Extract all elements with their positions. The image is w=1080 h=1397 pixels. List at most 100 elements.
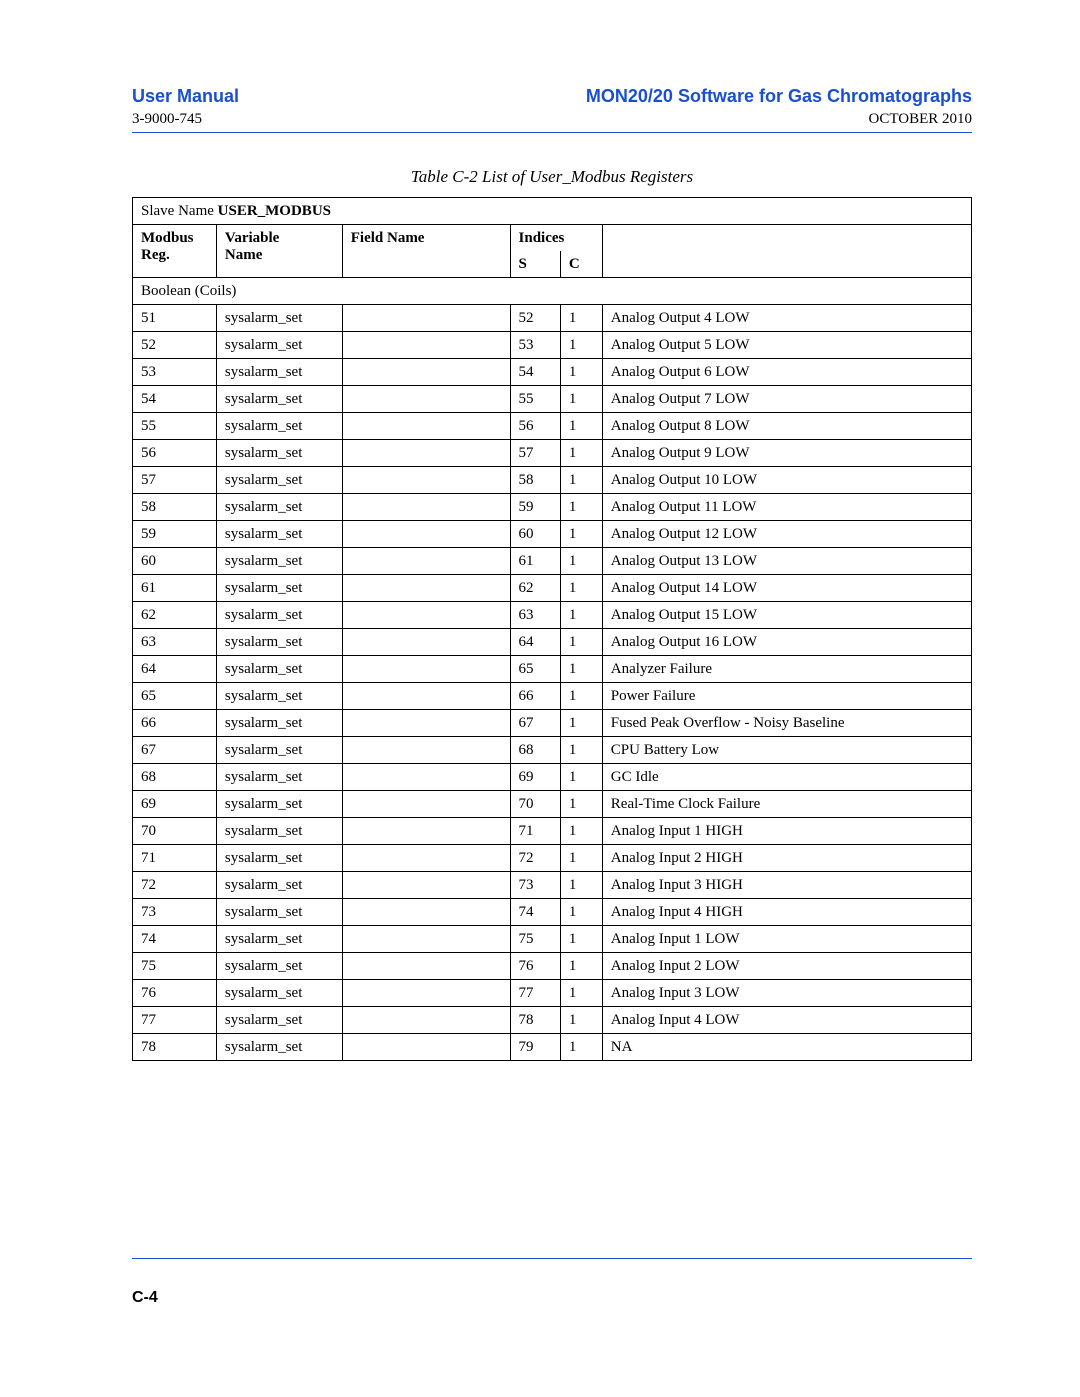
c-cell: 1 [560,898,602,925]
s-cell: 72 [510,844,560,871]
reg-cell: 60 [133,547,217,574]
c-cell: 1 [560,979,602,1006]
field-cell [342,358,510,385]
field-cell [342,682,510,709]
header-left-title: User Manual [132,86,239,108]
desc-cell: Analog Output 4 LOW [602,304,971,331]
reg-cell: 59 [133,520,217,547]
var-cell: sysalarm_set [216,979,342,1006]
var-cell: sysalarm_set [216,385,342,412]
desc-cell: Analog Output 9 LOW [602,439,971,466]
c-cell: 1 [560,817,602,844]
desc-cell: Analog Input 2 HIGH [602,844,971,871]
field-cell [342,898,510,925]
s-cell: 79 [510,1033,560,1060]
desc-cell: Analog Output 7 LOW [602,385,971,412]
s-cell: 77 [510,979,560,1006]
s-cell: 64 [510,628,560,655]
c-cell: 1 [560,709,602,736]
var-cell: sysalarm_set [216,763,342,790]
field-cell [342,925,510,952]
c-cell: 1 [560,1033,602,1060]
table-row: 68sysalarm_set691GC Idle [133,763,972,790]
table-row: 53sysalarm_set541Analog Output 6 LOW [133,358,972,385]
var-cell: sysalarm_set [216,439,342,466]
c-cell: 1 [560,655,602,682]
s-cell: 56 [510,412,560,439]
var-cell: sysalarm_set [216,736,342,763]
c-cell: 1 [560,844,602,871]
c-cell: 1 [560,952,602,979]
header-rule [132,132,972,133]
var-cell: sysalarm_set [216,817,342,844]
reg-cell: 65 [133,682,217,709]
field-cell [342,763,510,790]
reg-cell: 52 [133,331,217,358]
col-header-desc [602,224,971,277]
field-cell [342,547,510,574]
var-cell: sysalarm_set [216,601,342,628]
desc-cell: Analog Input 4 LOW [602,1006,971,1033]
field-cell [342,1033,510,1060]
col-header-var-l2: Name [225,247,263,263]
table-row: 58sysalarm_set591Analog Output 11 LOW [133,493,972,520]
var-cell: sysalarm_set [216,331,342,358]
reg-cell: 55 [133,412,217,439]
reg-cell: 66 [133,709,217,736]
c-cell: 1 [560,628,602,655]
var-cell: sysalarm_set [216,520,342,547]
c-cell: 1 [560,736,602,763]
desc-cell: Analyzer Failure [602,655,971,682]
slave-name: USER_MODBUS [218,203,331,219]
reg-cell: 57 [133,466,217,493]
c-cell: 1 [560,574,602,601]
field-cell [342,736,510,763]
field-cell [342,844,510,871]
var-cell: sysalarm_set [216,304,342,331]
reg-cell: 73 [133,898,217,925]
c-cell: 1 [560,871,602,898]
s-cell: 58 [510,466,560,493]
table-row: 73sysalarm_set741Analog Input 4 HIGH [133,898,972,925]
reg-cell: 54 [133,385,217,412]
var-cell: sysalarm_set [216,1006,342,1033]
c-cell: 1 [560,547,602,574]
col-header-c: C [560,251,602,278]
desc-cell: Analog Output 13 LOW [602,547,971,574]
reg-cell: 69 [133,790,217,817]
section-cell: Boolean (Coils) [133,277,972,304]
var-cell: sysalarm_set [216,628,342,655]
table-row: 70sysalarm_set711Analog Input 1 HIGH [133,817,972,844]
reg-cell: 72 [133,871,217,898]
c-cell: 1 [560,439,602,466]
c-cell: 1 [560,331,602,358]
reg-cell: 70 [133,817,217,844]
field-cell [342,304,510,331]
s-cell: 65 [510,655,560,682]
table-row: 78sysalarm_set791NA [133,1033,972,1060]
var-cell: sysalarm_set [216,682,342,709]
s-cell: 53 [510,331,560,358]
s-cell: 73 [510,871,560,898]
table-row: 66sysalarm_set671Fused Peak Overflow - N… [133,709,972,736]
header-left-sub: 3-9000-745 [132,110,239,128]
desc-cell: Analog Output 11 LOW [602,493,971,520]
s-cell: 54 [510,358,560,385]
desc-cell: Analog Output 12 LOW [602,520,971,547]
field-cell [342,1006,510,1033]
col-header-s: S [510,251,560,278]
c-cell: 1 [560,358,602,385]
footer-rule [132,1258,972,1259]
reg-cell: 63 [133,628,217,655]
table-row: 52sysalarm_set531Analog Output 5 LOW [133,331,972,358]
reg-cell: 51 [133,304,217,331]
table-row: 61sysalarm_set621Analog Output 14 LOW [133,574,972,601]
reg-cell: 68 [133,763,217,790]
field-cell [342,709,510,736]
desc-cell: Analog Output 15 LOW [602,601,971,628]
document-page: User Manual 3-9000-745 MON20/20 Software… [0,0,1080,1397]
var-cell: sysalarm_set [216,1033,342,1060]
c-cell: 1 [560,601,602,628]
s-cell: 71 [510,817,560,844]
c-cell: 1 [560,304,602,331]
